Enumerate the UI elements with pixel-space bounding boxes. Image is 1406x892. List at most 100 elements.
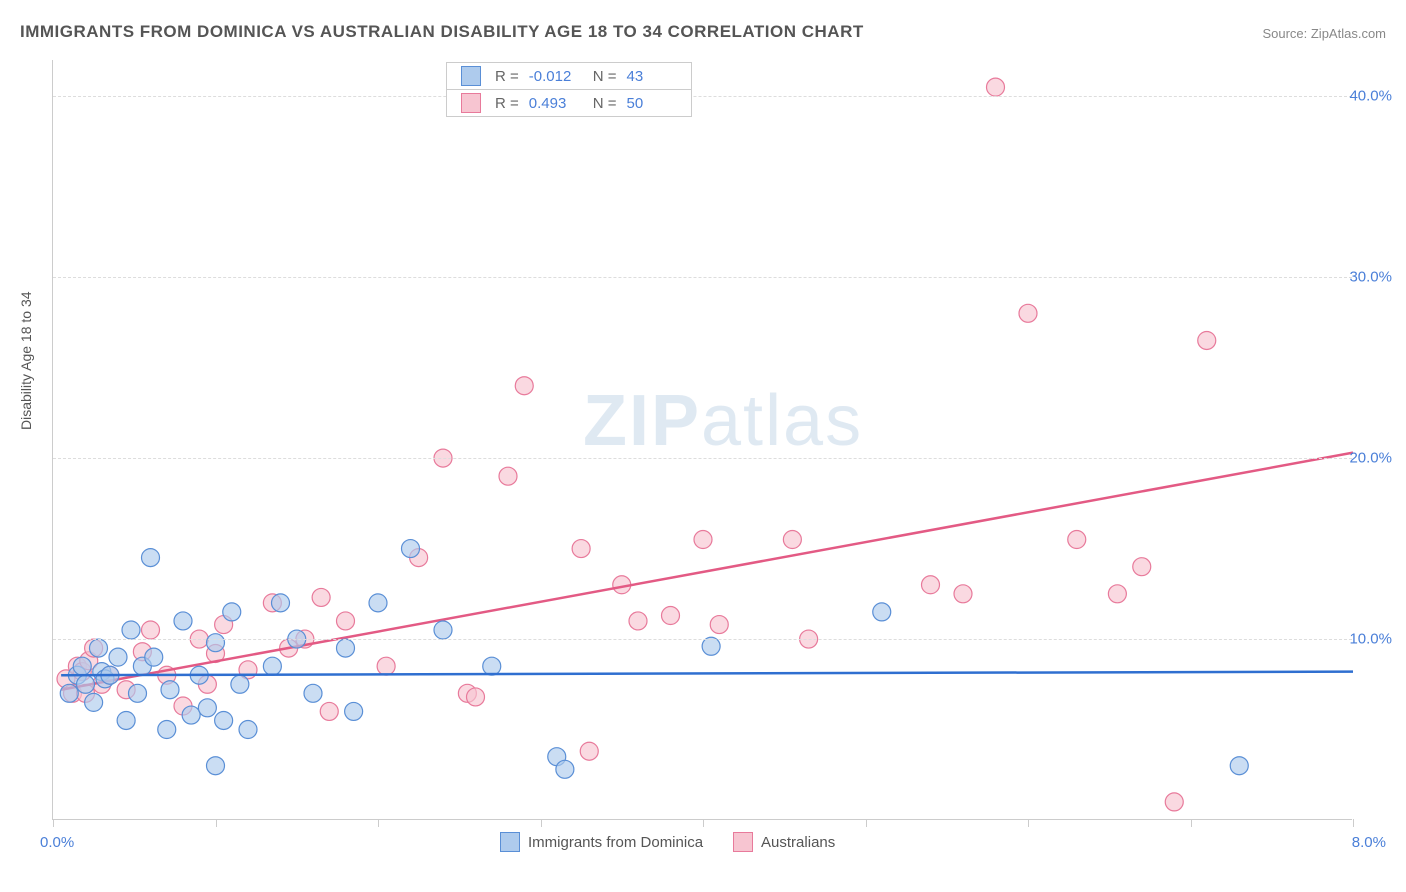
chart-title: IMMIGRANTS FROM DOMINICA VS AUSTRALIAN D…: [20, 22, 864, 42]
data-point: [922, 576, 940, 594]
data-point: [73, 657, 91, 675]
data-point: [954, 585, 972, 603]
data-point: [556, 760, 574, 778]
x-tick: [1191, 819, 1192, 827]
data-point: [223, 603, 241, 621]
y-axis-label: Disability Age 18 to 34: [18, 291, 34, 430]
x-tick: [1028, 819, 1029, 827]
legend-label-blue: Immigrants from Dominica: [528, 834, 703, 851]
r-label: R =: [495, 95, 519, 112]
data-point: [515, 377, 533, 395]
data-point: [694, 531, 712, 549]
x-tick: [378, 819, 379, 827]
data-point: [1019, 304, 1037, 322]
y-tick-label: 10.0%: [1349, 631, 1392, 648]
x-tick: [216, 819, 217, 827]
legend-row-pink: R = 0.493 N = 50: [447, 89, 691, 116]
gridline-h: [53, 458, 1352, 459]
data-point: [572, 540, 590, 558]
data-point: [320, 702, 338, 720]
data-point: [1068, 531, 1086, 549]
data-point: [117, 711, 135, 729]
data-point: [145, 648, 163, 666]
data-point: [783, 531, 801, 549]
legend-item-blue: Immigrants from Dominica: [500, 832, 703, 852]
data-point: [434, 621, 452, 639]
swatch-blue: [461, 66, 481, 86]
n-value-blue: 43: [627, 68, 677, 85]
data-point: [60, 684, 78, 702]
legend-label-pink: Australians: [761, 834, 835, 851]
x-tick: [541, 819, 542, 827]
legend-row-blue: R = -0.012 N = 43: [447, 63, 691, 89]
source-attribution: Source: ZipAtlas.com: [1262, 26, 1386, 41]
data-point: [312, 588, 330, 606]
n-label: N =: [593, 95, 617, 112]
data-point: [215, 711, 233, 729]
data-point: [402, 540, 420, 558]
data-point: [1108, 585, 1126, 603]
n-label: N =: [593, 68, 617, 85]
x-axis-min-label: 0.0%: [40, 834, 74, 851]
swatch-pink: [461, 93, 481, 113]
data-point: [377, 657, 395, 675]
data-point: [345, 702, 363, 720]
data-point: [629, 612, 647, 630]
data-point: [158, 721, 176, 739]
data-point: [174, 612, 192, 630]
data-point: [369, 594, 387, 612]
data-point: [231, 675, 249, 693]
data-point: [142, 621, 160, 639]
data-point: [873, 603, 891, 621]
gridline-h: [53, 96, 1352, 97]
swatch-pink: [733, 832, 753, 852]
data-point: [710, 616, 728, 634]
y-tick-label: 20.0%: [1349, 450, 1392, 467]
data-point: [239, 721, 257, 739]
data-point: [207, 634, 225, 652]
data-point: [85, 693, 103, 711]
y-tick-label: 40.0%: [1349, 88, 1392, 105]
data-point: [662, 607, 680, 625]
x-axis-max-label: 8.0%: [1352, 834, 1386, 851]
correlation-legend: R = -0.012 N = 43 R = 0.493 N = 50: [446, 62, 692, 117]
data-point: [337, 612, 355, 630]
data-point: [1165, 793, 1183, 811]
data-point: [1230, 757, 1248, 775]
data-point: [483, 657, 501, 675]
data-point: [182, 706, 200, 724]
data-point: [987, 78, 1005, 96]
data-point: [263, 657, 281, 675]
data-point: [1198, 331, 1216, 349]
data-point: [580, 742, 598, 760]
data-point: [304, 684, 322, 702]
swatch-blue: [500, 832, 520, 852]
data-point: [1133, 558, 1151, 576]
data-point: [142, 549, 160, 567]
data-point: [272, 594, 290, 612]
data-point: [90, 639, 108, 657]
x-tick: [1353, 819, 1354, 827]
gridline-h: [53, 277, 1352, 278]
x-tick: [703, 819, 704, 827]
data-point: [337, 639, 355, 657]
data-point: [198, 699, 216, 717]
scatter-svg: [53, 60, 1352, 819]
data-point: [77, 675, 95, 693]
y-tick-label: 30.0%: [1349, 269, 1392, 286]
r-label: R =: [495, 68, 519, 85]
data-point: [129, 684, 147, 702]
x-tick: [53, 819, 54, 827]
gridline-h: [53, 639, 1352, 640]
x-tick: [866, 819, 867, 827]
data-point: [161, 681, 179, 699]
r-value-pink: 0.493: [529, 95, 579, 112]
data-point: [109, 648, 127, 666]
series-legend: Immigrants from Dominica Australians: [500, 832, 835, 852]
plot-area: ZIPatlas: [52, 60, 1352, 820]
data-point: [499, 467, 517, 485]
n-value-pink: 50: [627, 95, 677, 112]
data-point: [207, 757, 225, 775]
data-point: [122, 621, 140, 639]
r-value-blue: -0.012: [529, 68, 579, 85]
